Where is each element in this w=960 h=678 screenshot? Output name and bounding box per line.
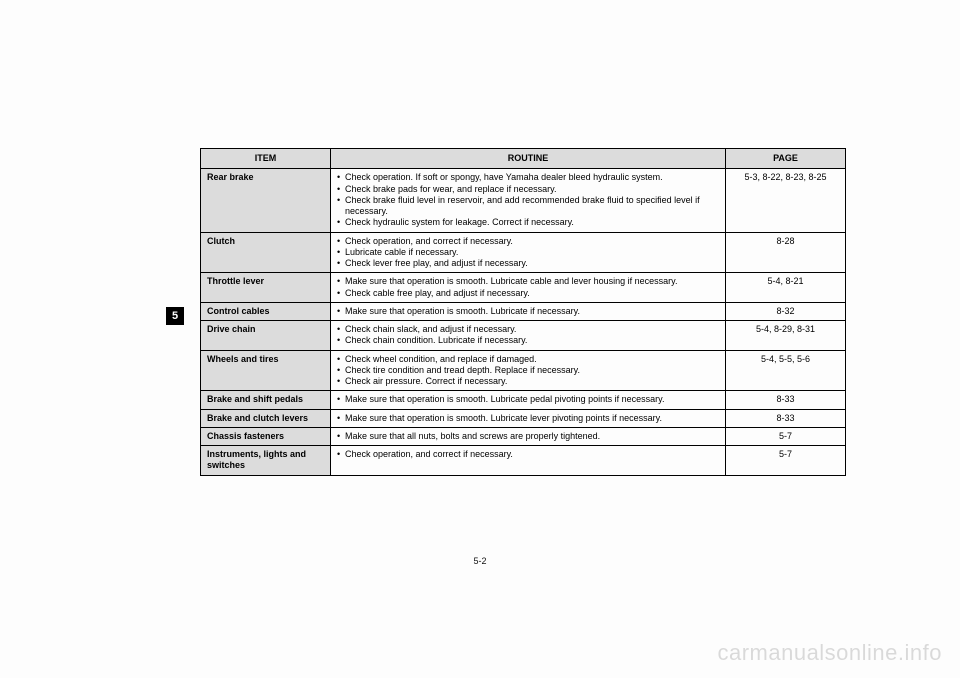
routine-cell: Check chain slack, and adjust if necessa…: [331, 321, 726, 351]
routine-cell: Check operation, and correct if necessar…: [331, 232, 726, 273]
page-cell: 8-33: [726, 391, 846, 409]
col-header-routine: ROUTINE: [331, 149, 726, 169]
routine-bullet: Check lever free play, and adjust if nec…: [337, 258, 719, 269]
chapter-tab: 5: [166, 307, 184, 325]
maintenance-table-page: ITEM ROUTINE PAGE Rear brake Check operat…: [200, 148, 845, 476]
page-number: 5-2: [0, 556, 960, 566]
table-row: Drive chain Check chain slack, and adjust…: [201, 321, 846, 351]
page-cell: 5-4, 5-5, 5-6: [726, 350, 846, 391]
routine-bullet: Check operation, and correct if necessar…: [337, 236, 719, 247]
item-cell: Brake and shift pedals: [201, 391, 331, 409]
table-row: Clutch Check operation, and correct if ne…: [201, 232, 846, 273]
col-header-page: PAGE: [726, 149, 846, 169]
routine-bullet: Check hydraulic system for leakage. Corr…: [337, 217, 719, 228]
table-row: Chassis fasteners Make sure that all nuts…: [201, 427, 846, 445]
routine-bullet: Check wheel condition, and replace if da…: [337, 354, 719, 365]
item-cell: Brake and clutch levers: [201, 409, 331, 427]
routine-cell: Make sure that operation is smooth. Lubr…: [331, 409, 726, 427]
routine-bullet: Check chain slack, and adjust if necessa…: [337, 324, 719, 335]
routine-cell: Make sure that operation is smooth. Lubr…: [331, 273, 726, 303]
page-cell: 5-4, 8-29, 8-31: [726, 321, 846, 351]
item-cell: Instruments, lights and switches: [201, 446, 331, 476]
pre-operation-check-table: ITEM ROUTINE PAGE Rear brake Check operat…: [200, 148, 846, 476]
table-row: Instruments, lights and switches Check op…: [201, 446, 846, 476]
page-cell: 8-32: [726, 302, 846, 320]
routine-cell: Check operation. If soft or spongy, have…: [331, 169, 726, 232]
routine-bullet: Check operation, and correct if necessar…: [337, 449, 719, 460]
item-cell: Wheels and tires: [201, 350, 331, 391]
routine-bullet: Check tire condition and tread depth. Re…: [337, 365, 719, 376]
routine-bullet: Check cable free play, and adjust if nec…: [337, 288, 719, 299]
routine-bullet: Check brake pads for wear, and replace i…: [337, 184, 719, 195]
watermark: carmanualsonline.info: [717, 640, 942, 666]
page-cell: 8-28: [726, 232, 846, 273]
table-header-row: ITEM ROUTINE PAGE: [201, 149, 846, 169]
page-cell: 5-3, 8-22, 8-23, 8-25: [726, 169, 846, 232]
page-cell: 5-7: [726, 446, 846, 476]
routine-bullet: Check brake fluid level in reservoir, an…: [337, 195, 719, 218]
table-row: Brake and clutch levers Make sure that op…: [201, 409, 846, 427]
page-cell: 5-4, 8-21: [726, 273, 846, 303]
routine-bullet: Make sure that operation is smooth. Lubr…: [337, 413, 719, 424]
routine-cell: Check operation, and correct if necessar…: [331, 446, 726, 476]
item-cell: Control cables: [201, 302, 331, 320]
routine-bullet: Make sure that all nuts, bolts and screw…: [337, 431, 719, 442]
routine-bullet: Lubricate cable if necessary.: [337, 247, 719, 258]
table-row: Brake and shift pedals Make sure that ope…: [201, 391, 846, 409]
item-cell: Chassis fasteners: [201, 427, 331, 445]
table-body: Rear brake Check operation. If soft or sp…: [201, 169, 846, 475]
routine-bullet: Make sure that operation is smooth. Lubr…: [337, 394, 719, 405]
table-row: Control cables Make sure that operation i…: [201, 302, 846, 320]
page-cell: 5-7: [726, 427, 846, 445]
routine-bullet: Check air pressure. Correct if necessary…: [337, 376, 719, 387]
col-header-item: ITEM: [201, 149, 331, 169]
routine-cell: Make sure that all nuts, bolts and screw…: [331, 427, 726, 445]
item-cell: Throttle lever: [201, 273, 331, 303]
table-row: Throttle lever Make sure that operation i…: [201, 273, 846, 303]
routine-bullet: Make sure that operation is smooth. Lubr…: [337, 306, 719, 317]
item-cell: Clutch: [201, 232, 331, 273]
routine-bullet: Make sure that operation is smooth. Lubr…: [337, 276, 719, 287]
routine-bullet: Check chain condition. Lubricate if nece…: [337, 335, 719, 346]
routine-cell: Make sure that operation is smooth. Lubr…: [331, 391, 726, 409]
routine-cell: Make sure that operation is smooth. Lubr…: [331, 302, 726, 320]
page-cell: 8-33: [726, 409, 846, 427]
table-row: Rear brake Check operation. If soft or sp…: [201, 169, 846, 232]
item-cell: Rear brake: [201, 169, 331, 232]
table-row: Wheels and tires Check wheel condition, a…: [201, 350, 846, 391]
routine-bullet: Check operation. If soft or spongy, have…: [337, 172, 719, 183]
routine-cell: Check wheel condition, and replace if da…: [331, 350, 726, 391]
item-cell: Drive chain: [201, 321, 331, 351]
